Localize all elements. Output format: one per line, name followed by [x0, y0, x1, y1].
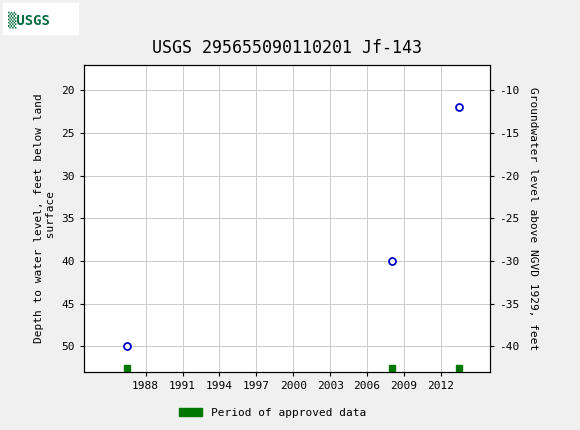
Y-axis label: Depth to water level, feet below land
 surface: Depth to water level, feet below land su…	[34, 93, 56, 343]
Text: █USGS: █USGS	[3, 10, 67, 26]
Y-axis label: Groundwater level above NGVD 1929, feet: Groundwater level above NGVD 1929, feet	[528, 86, 538, 350]
Legend: Period of approved data: Period of approved data	[175, 403, 370, 422]
Title: USGS 295655090110201 Jf-143: USGS 295655090110201 Jf-143	[152, 40, 422, 57]
Text: ▒USGS: ▒USGS	[8, 11, 50, 28]
FancyBboxPatch shape	[3, 3, 78, 34]
